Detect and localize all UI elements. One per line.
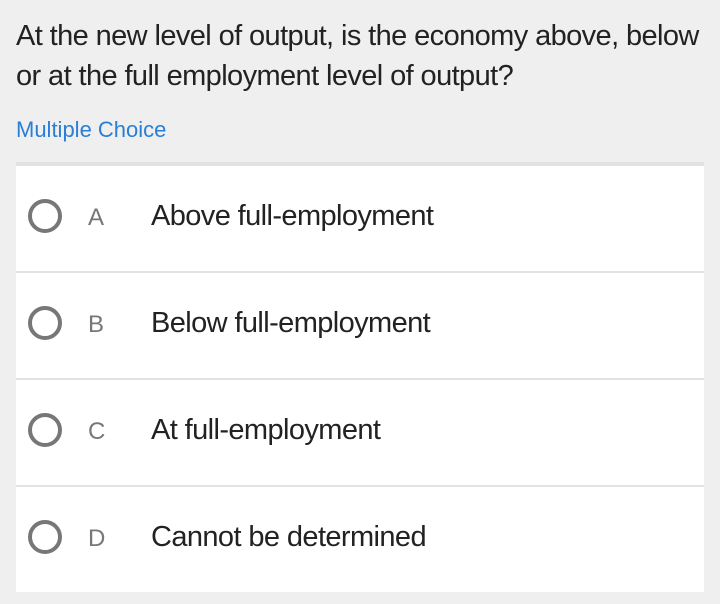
radio-button-icon[interactable] — [28, 199, 62, 233]
radio-button-icon[interactable] — [28, 520, 62, 554]
option-letter: D — [88, 525, 106, 552]
option-b[interactable]: B Below full-employment — [16, 273, 704, 380]
option-text: At full-employment — [151, 414, 381, 446]
question-text: At the new level of output, is the econo… — [16, 20, 699, 92]
option-text: Cannot be determined — [151, 521, 427, 553]
option-d[interactable]: D Cannot be determined — [16, 487, 704, 594]
option-letter: B — [88, 311, 105, 338]
option-text: Above full-employment — [151, 200, 434, 232]
radio-button-icon[interactable] — [28, 413, 62, 447]
option-a[interactable]: A Above full-employment — [16, 166, 704, 273]
option-letter: C — [88, 418, 106, 445]
option-text: Below full-employment — [151, 307, 431, 339]
option-letter: A — [88, 204, 105, 231]
options-list: A Above full-employment B Below full-emp… — [16, 162, 704, 592]
option-c[interactable]: C At full-employment — [16, 380, 704, 487]
radio-button-icon[interactable] — [28, 306, 62, 340]
question-type-label: Multiple Choice — [16, 117, 167, 142]
